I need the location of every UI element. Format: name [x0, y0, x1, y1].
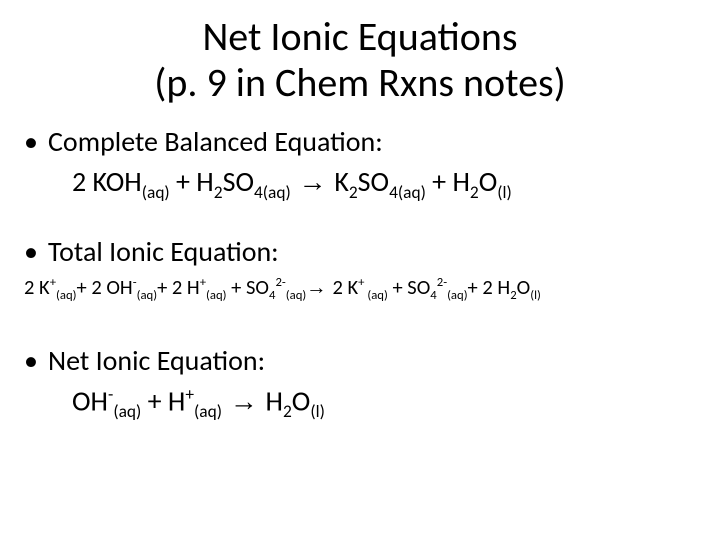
arrow-icon: → — [222, 385, 266, 416]
arrow-icon: → — [291, 166, 335, 197]
slide-body: Complete Balanced Equation: 2 KOH(aq) + … — [24, 124, 696, 422]
bullet-complete: Complete Balanced Equation: — [24, 124, 696, 160]
slide: Net Ionic Equations (p. 9 in Chem Rxns n… — [0, 0, 720, 540]
title-line-2: (p. 9 in Chem Rxns notes) — [154, 58, 566, 107]
equation-complete: 2 KOH(aq) + H2SO4(aq) → K2SO4(aq) + H2O(… — [24, 164, 696, 203]
bullet-net: Net Ionic Equation: — [24, 343, 696, 379]
bullet-total: Total Ionic Equation: — [24, 234, 696, 270]
label-total: Total Ionic Equation: — [48, 234, 279, 269]
arrow-icon: → — [306, 276, 332, 299]
equation-net: OH-(aq) + H+(aq) → H2O(l) — [24, 383, 696, 422]
slide-title: Net Ionic Equations (p. 9 in Chem Rxns n… — [24, 14, 696, 106]
label-complete: Complete Balanced Equation: — [48, 124, 383, 159]
title-line-1: Net Ionic Equations — [202, 12, 517, 61]
equation-total: 2 K+(aq)+ 2 OH-(aq)+ 2 H+(aq) + SO42-(aq… — [24, 274, 696, 305]
label-net: Net Ionic Equation: — [48, 343, 265, 378]
